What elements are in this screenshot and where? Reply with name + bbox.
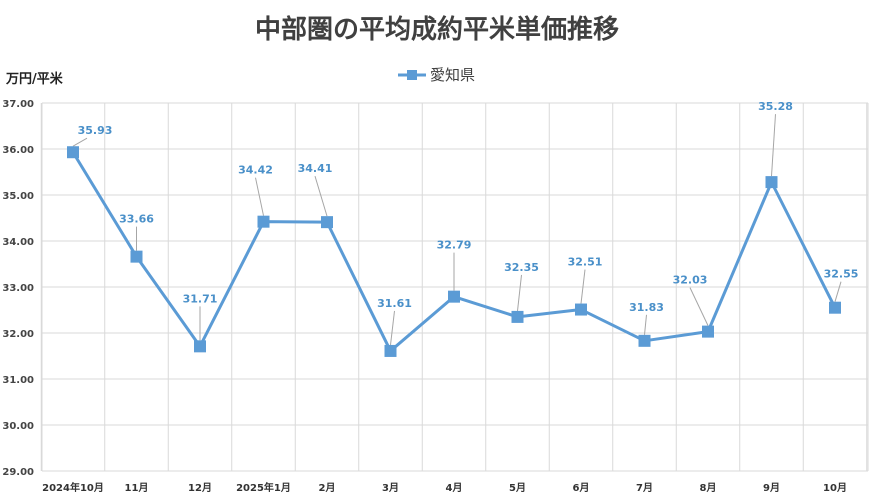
- x-tick-label: 3月: [382, 482, 399, 494]
- x-tick-label: 2024年10月: [42, 481, 104, 494]
- y-tick-label: 30.00: [2, 421, 34, 432]
- data-point: [194, 340, 206, 353]
- y-tick-label: 34.00: [2, 237, 34, 248]
- x-tick-label: 9月: [763, 482, 780, 494]
- data-point: [575, 303, 587, 316]
- y-axis-label: 万円/平米: [5, 71, 64, 87]
- x-tick-label: 8月: [700, 482, 717, 494]
- x-tick-label: 5月: [509, 482, 526, 494]
- leader-line: [255, 177, 264, 216]
- data-point: [511, 310, 524, 323]
- data-label: 32.03: [673, 274, 708, 287]
- y-tick-label: 31.00: [2, 375, 34, 386]
- x-tick-label: 11月: [125, 482, 149, 494]
- x-tick-label: 2月: [319, 482, 336, 494]
- y-axis-ticks: 29.00 30.00 31.00 32.00 33.00 34.00 35.00 36.00…: [2, 99, 34, 478]
- data-label: 32.35: [504, 261, 539, 274]
- data-point: [321, 216, 333, 229]
- data-label: 32.51: [568, 256, 603, 269]
- data-point: [448, 290, 460, 303]
- data-label: 33.66: [119, 213, 154, 226]
- y-tick-label: 35.00: [2, 191, 34, 202]
- legend: 愛知県: [398, 66, 475, 84]
- leader-line: [390, 310, 395, 345]
- data-label: 35.28: [758, 100, 793, 113]
- x-tick-label: 10月: [823, 482, 847, 494]
- data-labels: 35.93 33.66 31.71 34.42 34.41 31.61 32.79 32.35…: [78, 100, 859, 314]
- x-axis-ticks: 2024年10月 11月 12月 2025年1月 2月 3月 4月 5月 6月 7月 8月 9月 10月: [42, 481, 847, 494]
- data-point: [765, 176, 778, 189]
- leader-line: [314, 175, 328, 217]
- y-tick-label: 36.00: [2, 145, 34, 156]
- leader-line: [834, 281, 842, 302]
- x-tick-label: 2025年1月: [236, 481, 291, 494]
- leader-line: [689, 287, 709, 326]
- data-point: [67, 146, 79, 159]
- grid: [40, 102, 869, 472]
- data-label: 34.42: [238, 164, 273, 177]
- legend-label: 愛知県: [430, 66, 475, 84]
- data-point: [638, 334, 651, 347]
- leader-line: [72, 137, 88, 147]
- data-label: 32.55: [824, 268, 859, 281]
- data-label: 31.61: [377, 297, 412, 310]
- data-label: 32.79: [437, 239, 472, 252]
- x-tick-label: 7月: [636, 482, 653, 494]
- data-point: [130, 250, 143, 263]
- data-label-leaders: [72, 114, 842, 345]
- y-tick-label: 32.00: [2, 329, 34, 340]
- data-label: 34.41: [298, 162, 333, 175]
- y-tick-label: 29.00: [2, 467, 34, 478]
- data-point: [384, 344, 397, 357]
- x-tick-label: 12月: [188, 482, 212, 494]
- leader-line: [644, 314, 647, 335]
- data-label: 31.71: [183, 292, 218, 305]
- leader-line: [771, 114, 776, 177]
- data-label: 35.93: [78, 124, 113, 137]
- data-point: [829, 301, 841, 314]
- leader-line: [580, 269, 586, 304]
- legend-marker: [407, 70, 417, 80]
- data-markers: [67, 146, 841, 357]
- chart-title: 中部圏の平均成約平米単価推移: [255, 14, 619, 45]
- data-point: [702, 325, 714, 338]
- x-tick-label: 4月: [446, 482, 463, 494]
- y-tick-label: 37.00: [2, 99, 34, 110]
- x-tick-label: 6月: [573, 482, 590, 494]
- data-label: 31.83: [629, 301, 664, 314]
- y-tick-label: 33.00: [2, 283, 34, 294]
- data-point: [257, 215, 270, 228]
- leader-line: [517, 274, 522, 311]
